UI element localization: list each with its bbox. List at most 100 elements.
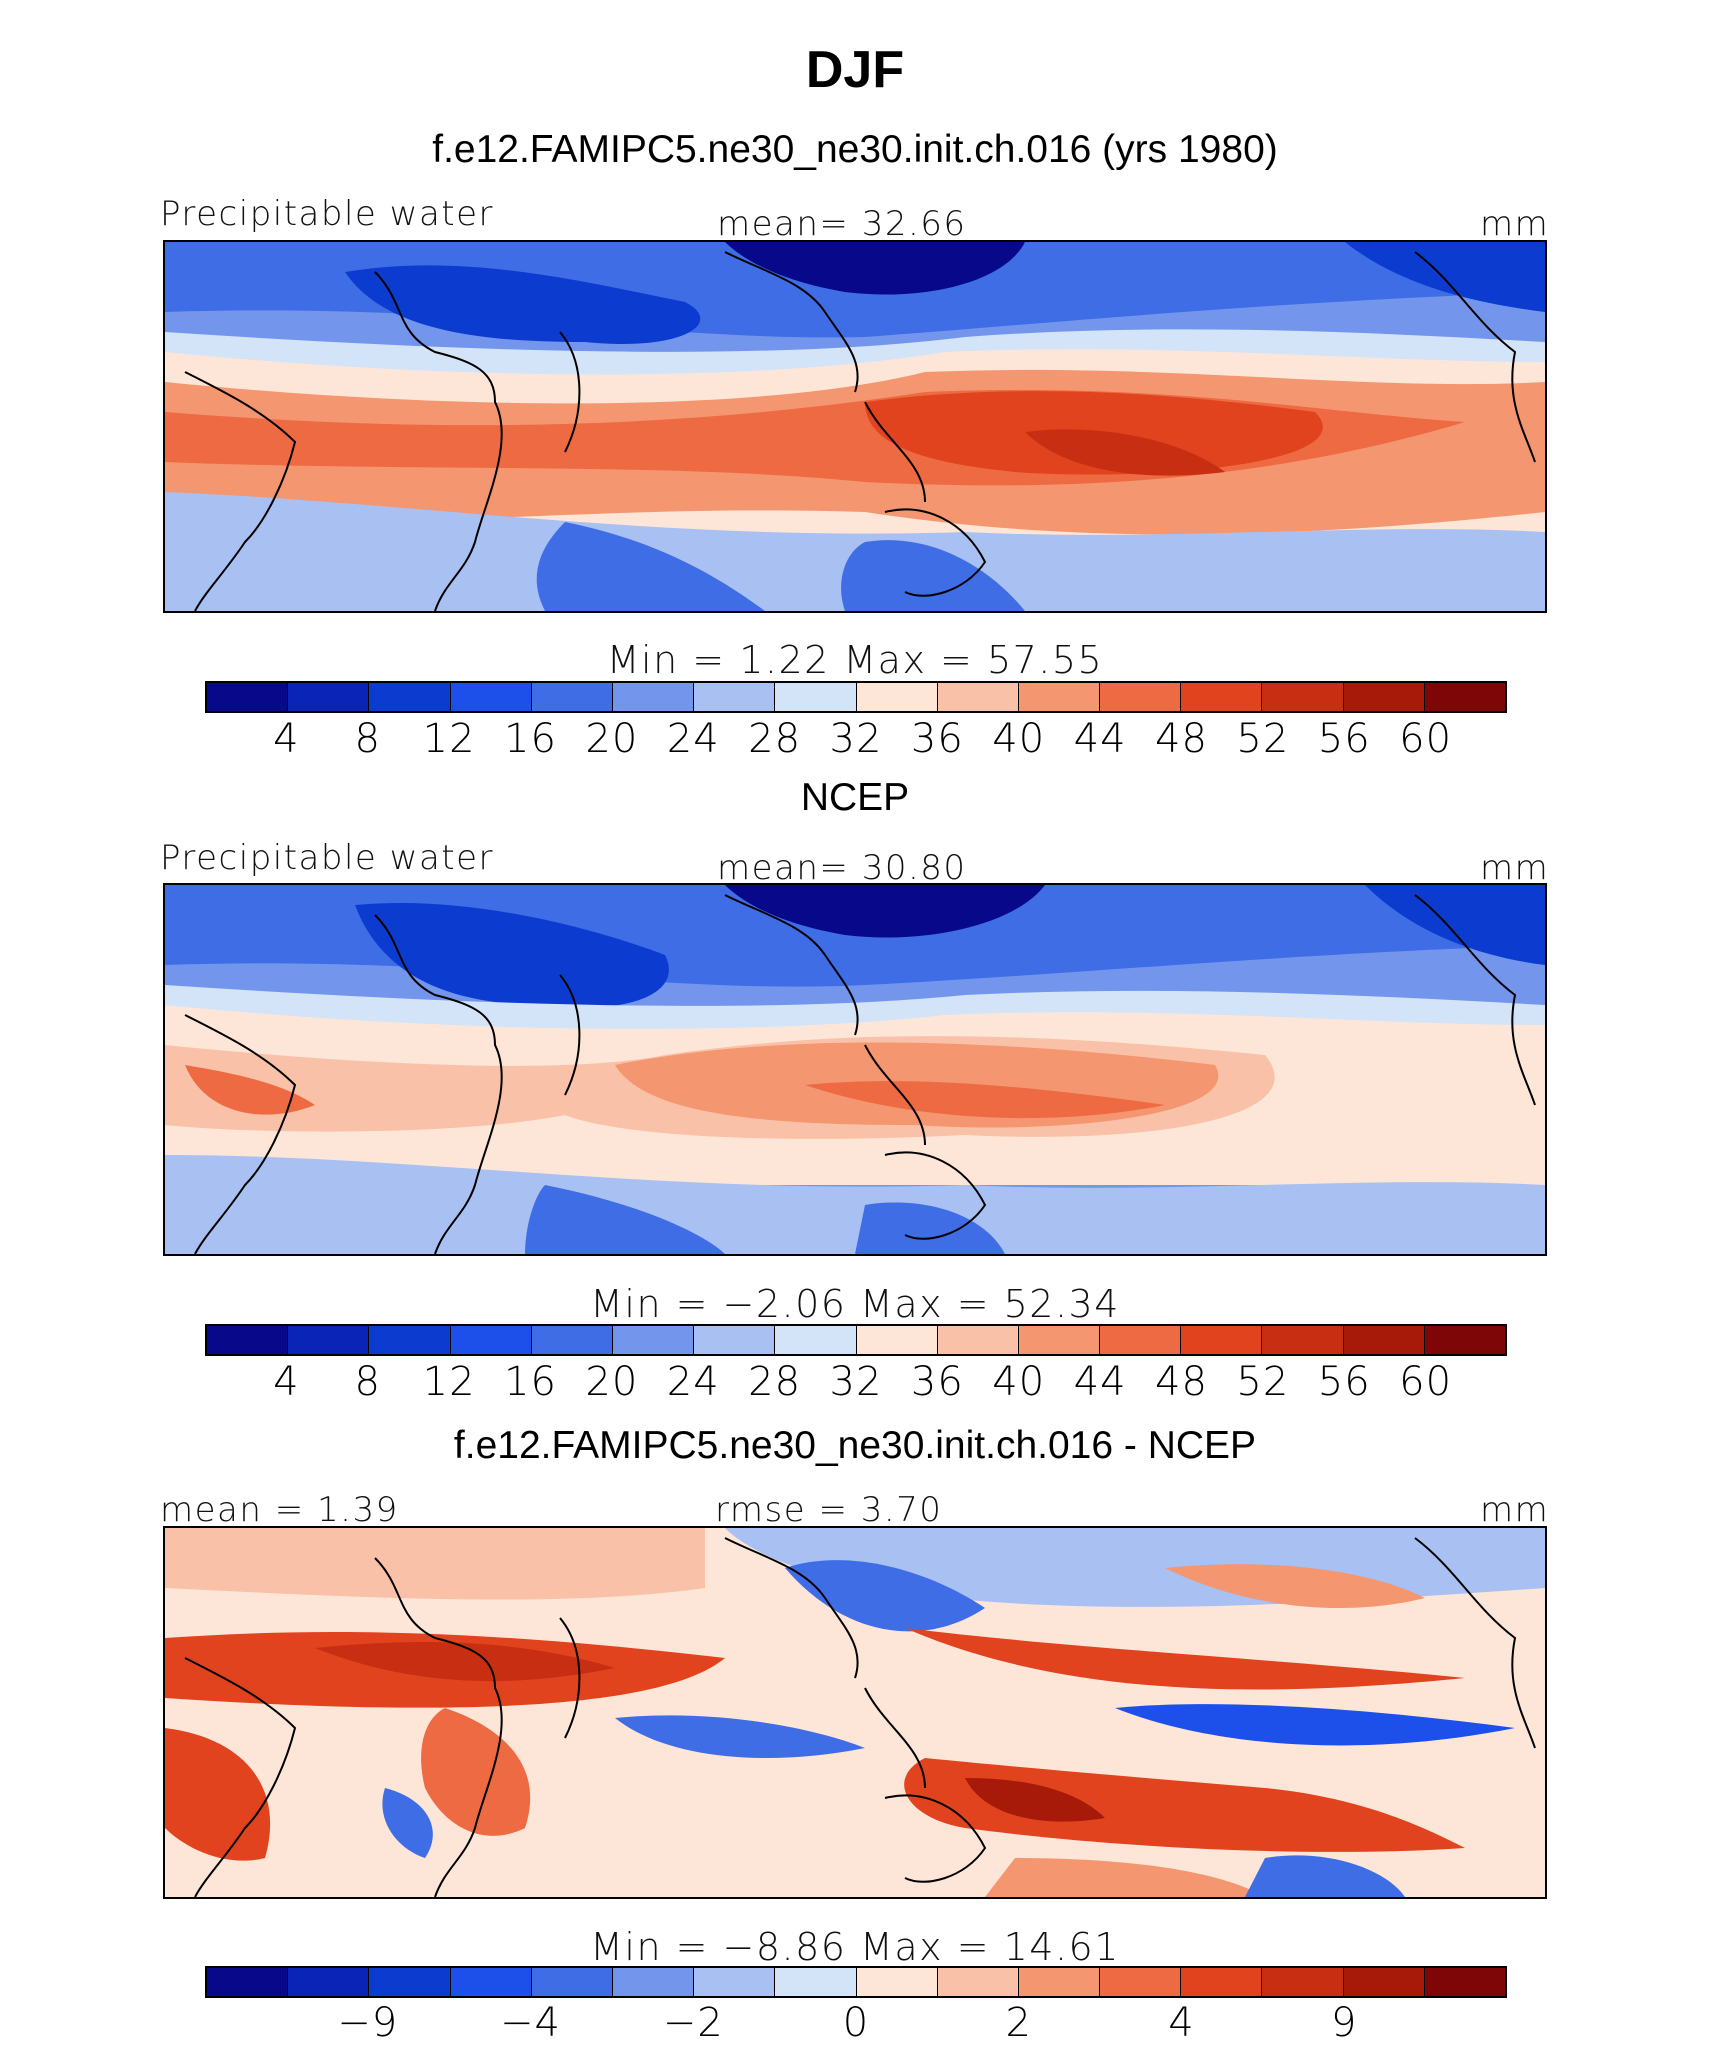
panel3-map bbox=[163, 1526, 1547, 1899]
colorbar-cell bbox=[694, 683, 776, 711]
colorbar-cell bbox=[856, 1968, 938, 1996]
colorbar-cell bbox=[1100, 683, 1182, 711]
colorbar-tick-label: 48 bbox=[1155, 716, 1208, 762]
colorbar-cell bbox=[612, 683, 695, 711]
panel2-colorbar bbox=[205, 1324, 1507, 1356]
colorbar-cell bbox=[531, 683, 613, 711]
colorbar-cell bbox=[531, 1326, 613, 1354]
colorbar-cell bbox=[856, 1326, 938, 1354]
colorbar-cell bbox=[1100, 1326, 1182, 1354]
colorbar-tick-label: 52 bbox=[1236, 1359, 1290, 1405]
colorbar-cell bbox=[1424, 683, 1505, 711]
colorbar-cell bbox=[937, 1326, 1019, 1354]
colorbar-tick-label: 8 bbox=[354, 716, 381, 762]
colorbar-cell bbox=[775, 1968, 857, 1996]
colorbar-tick-label: 12 bbox=[422, 716, 476, 762]
panel2-subtitle: NCEP bbox=[800, 776, 910, 819]
colorbar-cell bbox=[856, 683, 938, 711]
panel3-minmax: Min = −8.86 Max = 14.61 bbox=[590, 1925, 1120, 1969]
colorbar-tick-label: 24 bbox=[666, 716, 720, 762]
colorbar-cell bbox=[694, 1968, 776, 1996]
colorbar-cell bbox=[1424, 1326, 1505, 1354]
colorbar-tick-label: 40 bbox=[992, 716, 1046, 762]
colorbar-tick-label: 16 bbox=[504, 1359, 557, 1405]
colorbar-tick-label: 16 bbox=[504, 716, 557, 762]
colorbar-cell bbox=[207, 1968, 289, 1996]
colorbar-tick-label: 60 bbox=[1399, 716, 1453, 762]
colorbar-tick-label: 9 bbox=[1331, 2000, 1358, 2046]
panel2-units-label: mm bbox=[1480, 848, 1550, 888]
colorbar-tick-label: 52 bbox=[1236, 716, 1290, 762]
colorbar-tick-label: 0 bbox=[842, 2000, 870, 2046]
colorbar-cell bbox=[1343, 1326, 1425, 1354]
colorbar-cell bbox=[612, 1326, 695, 1354]
colorbar-cell bbox=[1262, 1968, 1344, 1996]
colorbar-cell bbox=[207, 683, 289, 711]
panel2-mean-label: mean= 30.80 bbox=[717, 848, 967, 888]
colorbar-tick-label: 48 bbox=[1155, 1359, 1208, 1405]
colorbar-tick-label: 4 bbox=[1168, 2000, 1195, 2046]
colorbar-cell bbox=[937, 1968, 1019, 1996]
colorbar-cell bbox=[531, 1968, 613, 1996]
colorbar-tick-label: 44 bbox=[1073, 716, 1127, 762]
colorbar-cell bbox=[1181, 1326, 1263, 1354]
colorbar-tick-label: −4 bbox=[500, 2000, 561, 2046]
colorbar-cell bbox=[1343, 1968, 1425, 1996]
figure-title: DJF bbox=[805, 41, 905, 99]
colorbar-cell bbox=[1262, 683, 1344, 711]
colorbar-cell bbox=[450, 683, 532, 711]
panel1-mean-label: mean= 32.66 bbox=[717, 204, 967, 244]
colorbar-cell bbox=[1018, 1968, 1101, 1996]
colorbar-cell bbox=[369, 683, 451, 711]
panel3-mean-label: mean = 1.39 bbox=[160, 1490, 399, 1530]
colorbar-tick-label: 44 bbox=[1073, 1359, 1127, 1405]
colorbar-tick-label: −9 bbox=[337, 2000, 399, 2046]
colorbar-tick-label: 28 bbox=[748, 1359, 802, 1405]
colorbar-tick-label: 36 bbox=[910, 1359, 964, 1405]
panel1-map bbox=[163, 240, 1547, 613]
colorbar-tick-label: 36 bbox=[910, 716, 964, 762]
colorbar-tick-label: 4 bbox=[273, 1359, 300, 1405]
colorbar-cell bbox=[1100, 1968, 1182, 1996]
panel3-rmse-label: rmse = 3.70 bbox=[715, 1490, 943, 1530]
colorbar-tick-label: −2 bbox=[662, 2000, 724, 2046]
colorbar-cell bbox=[1018, 1326, 1101, 1354]
colorbar-cell bbox=[369, 1326, 451, 1354]
colorbar-cell bbox=[612, 1968, 695, 1996]
colorbar-cell bbox=[288, 683, 370, 711]
colorbar-cell bbox=[450, 1326, 532, 1354]
panel1-subtitle: f.e12.FAMIPC5.ne30_ne30.init.ch.016 (yrs… bbox=[432, 128, 1278, 171]
colorbar-tick-label: 56 bbox=[1317, 1359, 1371, 1405]
colorbar-tick-label: 8 bbox=[354, 1359, 381, 1405]
panel2-field bbox=[165, 885, 1545, 1254]
panel3-units-label: mm bbox=[1480, 1490, 1550, 1530]
colorbar-cell bbox=[1424, 1968, 1505, 1996]
panel2-variable-label: Precipitable water bbox=[160, 838, 495, 878]
colorbar-cell bbox=[1181, 1968, 1263, 1996]
colorbar-cell bbox=[450, 1968, 532, 1996]
colorbar-cell bbox=[694, 1326, 776, 1354]
colorbar-cell bbox=[288, 1968, 370, 1996]
colorbar-tick-label: 12 bbox=[422, 1359, 476, 1405]
panel3-subtitle: f.e12.FAMIPC5.ne30_ne30.init.ch.016 - NC… bbox=[453, 1424, 1257, 1467]
panel2-map bbox=[163, 883, 1547, 1256]
colorbar-cell bbox=[1181, 683, 1263, 711]
colorbar-cell bbox=[1262, 1326, 1344, 1354]
colorbar-tick-label: 4 bbox=[273, 716, 300, 762]
colorbar-tick-label: 56 bbox=[1317, 716, 1371, 762]
colorbar-tick-label: 60 bbox=[1399, 1359, 1453, 1405]
colorbar-cell bbox=[288, 1326, 370, 1354]
panel2-minmax: Min = −2.06 Max = 52.34 bbox=[590, 1282, 1120, 1326]
panel1-variable-label: Precipitable water bbox=[160, 194, 495, 234]
panel1-units-label: mm bbox=[1480, 204, 1550, 244]
colorbar-cell bbox=[1343, 683, 1425, 711]
colorbar-cell bbox=[207, 1326, 289, 1354]
colorbar-cell bbox=[937, 683, 1019, 711]
panel1-minmax: Min = 1.22 Max = 57.55 bbox=[606, 638, 1104, 682]
colorbar-cell bbox=[775, 1326, 857, 1354]
colorbar-tick-label: 2 bbox=[1005, 2000, 1032, 2046]
panel1-colorbar bbox=[205, 681, 1507, 713]
panel3-colorbar bbox=[205, 1966, 1507, 1998]
panel1-field bbox=[165, 242, 1545, 611]
colorbar-tick-label: 32 bbox=[829, 1359, 883, 1405]
